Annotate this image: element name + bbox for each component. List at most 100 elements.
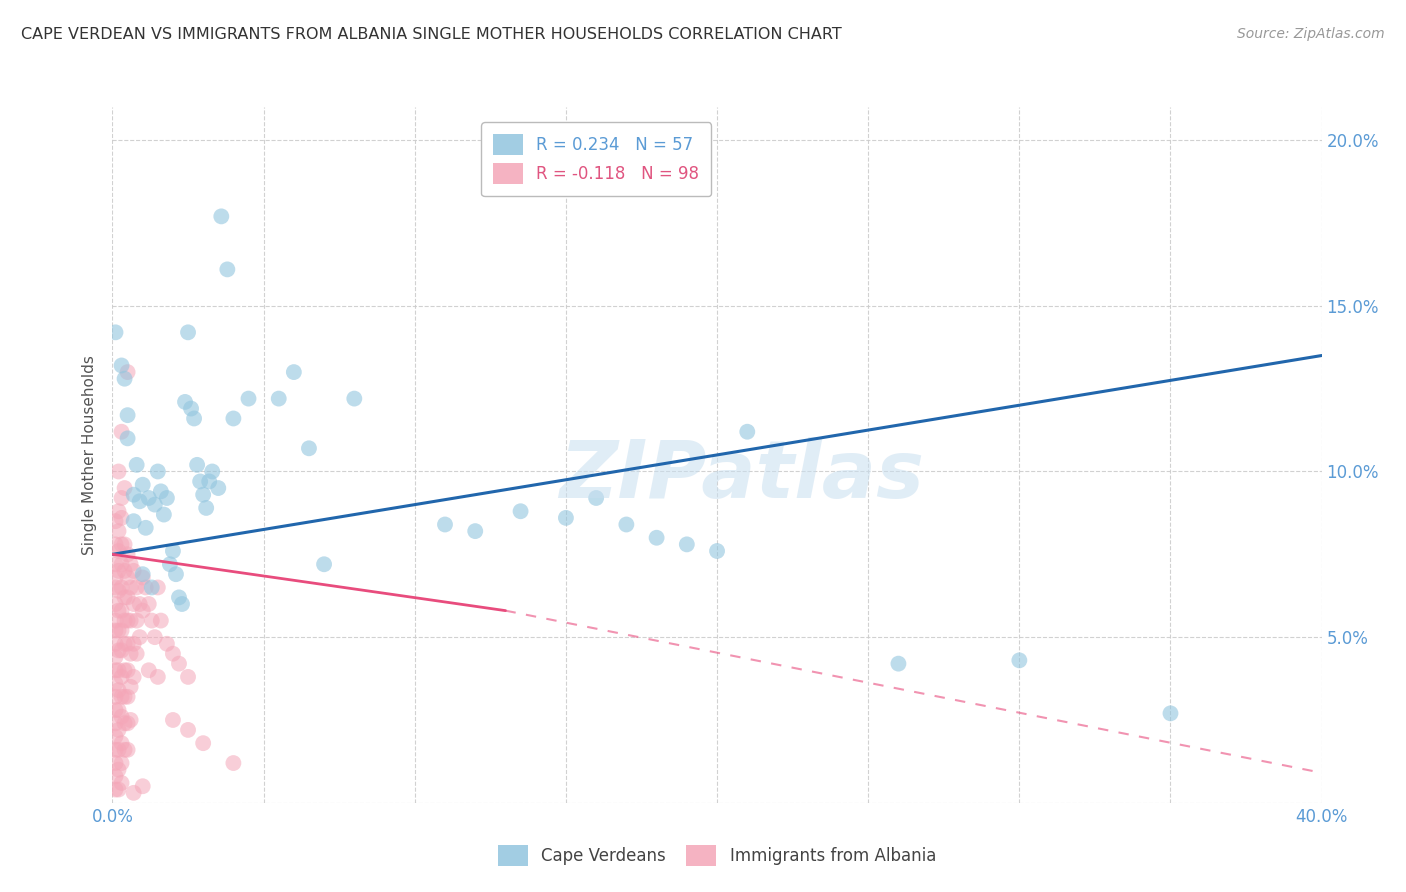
Point: [120, 558, 142, 572]
Point: [107, 703, 129, 717]
Point: [128, 597, 150, 611]
Point: [117, 614, 139, 628]
Point: [737, 425, 759, 439]
Point: [114, 637, 136, 651]
Point: [114, 537, 136, 551]
Point: [177, 670, 200, 684]
Point: [104, 690, 127, 704]
Point: [1159, 706, 1181, 721]
Point: [162, 713, 184, 727]
Point: [104, 581, 127, 595]
Point: [110, 736, 132, 750]
Point: [114, 690, 136, 704]
Point: [509, 504, 531, 518]
Point: [107, 544, 129, 558]
Point: [107, 564, 129, 578]
Point: [122, 564, 145, 578]
Point: [132, 567, 155, 582]
Point: [110, 537, 132, 551]
Point: [125, 581, 148, 595]
Point: [117, 690, 139, 704]
Point: [1008, 653, 1031, 667]
Point: [114, 372, 136, 386]
Point: [138, 491, 160, 505]
Point: [177, 723, 200, 737]
Point: [107, 723, 129, 737]
Point: [110, 643, 132, 657]
Point: [110, 709, 132, 723]
Point: [149, 614, 172, 628]
Point: [110, 776, 132, 790]
Point: [110, 604, 132, 618]
Point: [149, 484, 172, 499]
Point: [114, 564, 136, 578]
Point: [207, 481, 229, 495]
Point: [107, 624, 129, 638]
Legend: Cape Verdeans, Immigrants from Albania: Cape Verdeans, Immigrants from Albania: [489, 837, 945, 874]
Point: [167, 657, 190, 671]
Point: [162, 647, 184, 661]
Point: [146, 670, 169, 684]
Point: [117, 408, 139, 422]
Point: [585, 491, 607, 505]
Point: [128, 630, 150, 644]
Point: [104, 756, 127, 770]
Point: [104, 624, 127, 638]
Point: [616, 517, 638, 532]
Point: [117, 365, 139, 379]
Point: [217, 262, 239, 277]
Point: [117, 591, 139, 605]
Point: [104, 716, 127, 731]
Point: [314, 558, 336, 572]
Point: [132, 477, 155, 491]
Point: [141, 581, 163, 595]
Point: [343, 392, 366, 406]
Point: [110, 491, 132, 505]
Point: [645, 531, 668, 545]
Point: [120, 581, 142, 595]
Point: [117, 663, 139, 677]
Point: [104, 514, 127, 528]
Point: [125, 614, 148, 628]
Point: [198, 475, 221, 489]
Point: [104, 663, 127, 677]
Point: [125, 458, 148, 472]
Point: [195, 500, 218, 515]
Text: CAPE VERDEAN VS IMMIGRANTS FROM ALBANIA SINGLE MOTHER HOUSEHOLDS CORRELATION CHA: CAPE VERDEAN VS IMMIGRANTS FROM ALBANIA …: [21, 27, 842, 42]
Point: [104, 570, 127, 584]
Point: [117, 716, 139, 731]
Point: [104, 637, 127, 651]
Point: [104, 676, 127, 690]
Point: [107, 663, 129, 677]
Point: [143, 630, 166, 644]
Point: [114, 716, 136, 731]
Point: [165, 567, 187, 582]
Point: [107, 465, 129, 479]
Point: [167, 591, 190, 605]
Point: [120, 614, 142, 628]
Point: [114, 614, 136, 628]
Point: [120, 680, 142, 694]
Point: [146, 581, 169, 595]
Point: [132, 604, 155, 618]
Point: [143, 498, 166, 512]
Point: [132, 570, 155, 584]
Point: [162, 544, 184, 558]
Point: [107, 643, 129, 657]
Point: [191, 488, 214, 502]
Point: [135, 521, 157, 535]
Point: [138, 663, 160, 677]
Point: [110, 756, 132, 770]
Point: [170, 597, 193, 611]
Point: [104, 650, 127, 665]
Point: [110, 670, 132, 684]
Point: [110, 624, 132, 638]
Point: [114, 481, 136, 495]
Point: [122, 786, 145, 800]
Point: [107, 683, 129, 698]
Point: [122, 597, 145, 611]
Point: [122, 637, 145, 651]
Point: [125, 647, 148, 661]
Point: [104, 730, 127, 744]
Point: [107, 782, 129, 797]
